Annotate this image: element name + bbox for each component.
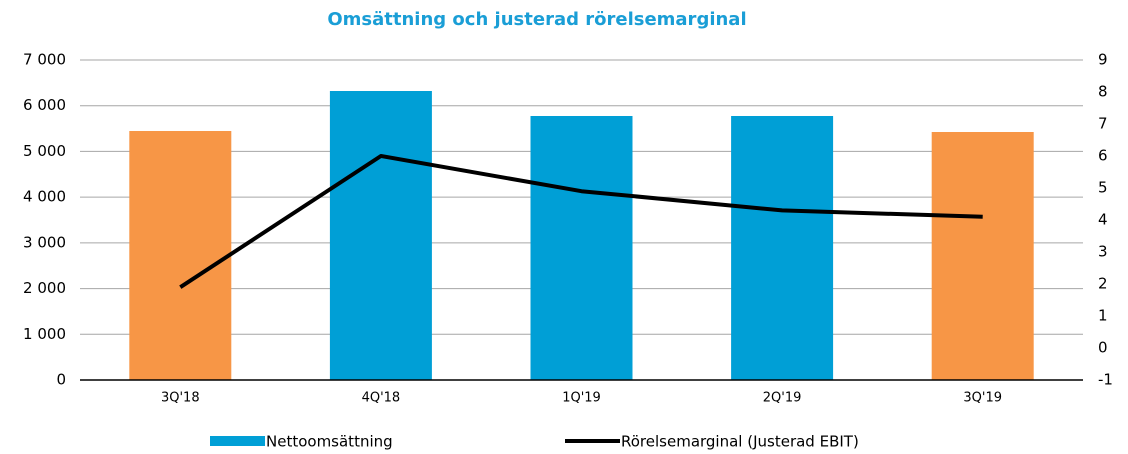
y2-tick-label: 1 [1098, 307, 1108, 325]
bar [931, 132, 1034, 380]
bar [530, 116, 633, 380]
chart-title: Omsättning och justerad rörelsemarginal [327, 9, 746, 30]
y2-tick-label: -1 [1098, 371, 1113, 389]
y-tick-label: 7 000 [23, 51, 66, 69]
y2-tick-label: 4 [1098, 211, 1108, 229]
x-tick-label: 1Q'19 [562, 391, 601, 406]
y-tick-label: 1 000 [23, 325, 66, 343]
y2-tick-label: 7 [1098, 115, 1108, 133]
y2-tick-label: 2 [1098, 275, 1108, 293]
x-tick-label: 3Q'19 [963, 391, 1002, 406]
y-tick-label: 0 [56, 371, 66, 389]
y2-tick-label: 5 [1098, 179, 1108, 197]
x-tick-label: 3Q'18 [161, 391, 200, 406]
y-tick-label: 5 000 [23, 142, 66, 160]
line [179, 154, 983, 289]
y2-tick-label: 8 [1098, 83, 1108, 101]
y2-tick-label: 0 [1098, 339, 1108, 357]
y-tick-label: 4 000 [23, 188, 66, 206]
y-tick-label: 3 000 [23, 233, 66, 251]
x-tick-label: 4Q'18 [362, 391, 401, 406]
bar [129, 130, 232, 380]
legend-swatch [210, 436, 265, 446]
legend-label: Rörelsemarginal (Justerad EBIT) [621, 433, 859, 451]
legend-label: Nettoomsättning [266, 433, 393, 451]
y-tick-label: 2 000 [23, 279, 66, 297]
bar [329, 90, 432, 380]
y-tick-label: 6 000 [23, 96, 66, 114]
x-tick-label: 2Q'19 [763, 391, 802, 406]
y2-tick-label: 9 [1098, 51, 1108, 69]
y2-tick-label: 3 [1098, 243, 1108, 261]
bar [731, 116, 834, 380]
y2-tick-label: 6 [1098, 147, 1108, 165]
